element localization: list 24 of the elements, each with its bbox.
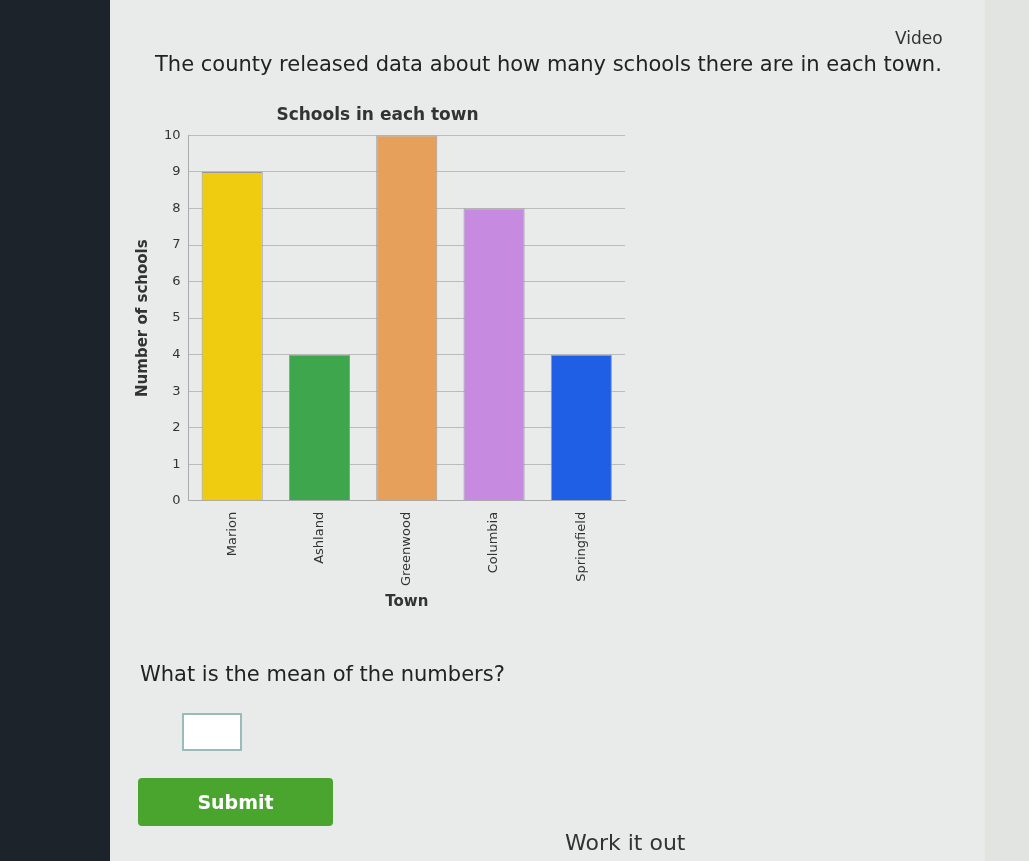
x-tick-label: Marion <box>223 511 239 557</box>
text: Video <box>895 28 943 48</box>
y-tick-label: 6 <box>172 272 181 288</box>
text: Work it out <box>565 830 686 855</box>
y-tick-label: 1 <box>172 455 181 471</box>
y-tick-label: 0 <box>172 492 181 508</box>
text: Submit <box>138 778 333 826</box>
y-axis-title: Number of schools <box>132 239 151 397</box>
x-axis-title: Town <box>385 591 429 610</box>
chart-title: Schools in each town <box>276 103 479 124</box>
y-tick-label: 9 <box>172 163 181 179</box>
y-tick-label: 3 <box>172 382 181 398</box>
x-tick-label: Greenwood <box>398 511 414 587</box>
y-tick-label: 2 <box>172 419 181 435</box>
y-tick-label: 10 <box>164 126 181 142</box>
y-tick-label: 4 <box>172 346 181 362</box>
y-tick-label: 8 <box>172 199 181 215</box>
text: What is the mean of the numbers? <box>140 662 505 686</box>
x-tick-label: Springfield <box>572 511 588 582</box>
text: The county released data about how many schools there are in each town. <box>155 52 942 76</box>
y-tick-label: 7 <box>172 236 181 252</box>
y-tick-label: 5 <box>172 309 181 325</box>
x-tick-label: Columbia <box>485 511 501 574</box>
x-tick-label: Ashland <box>310 511 326 564</box>
